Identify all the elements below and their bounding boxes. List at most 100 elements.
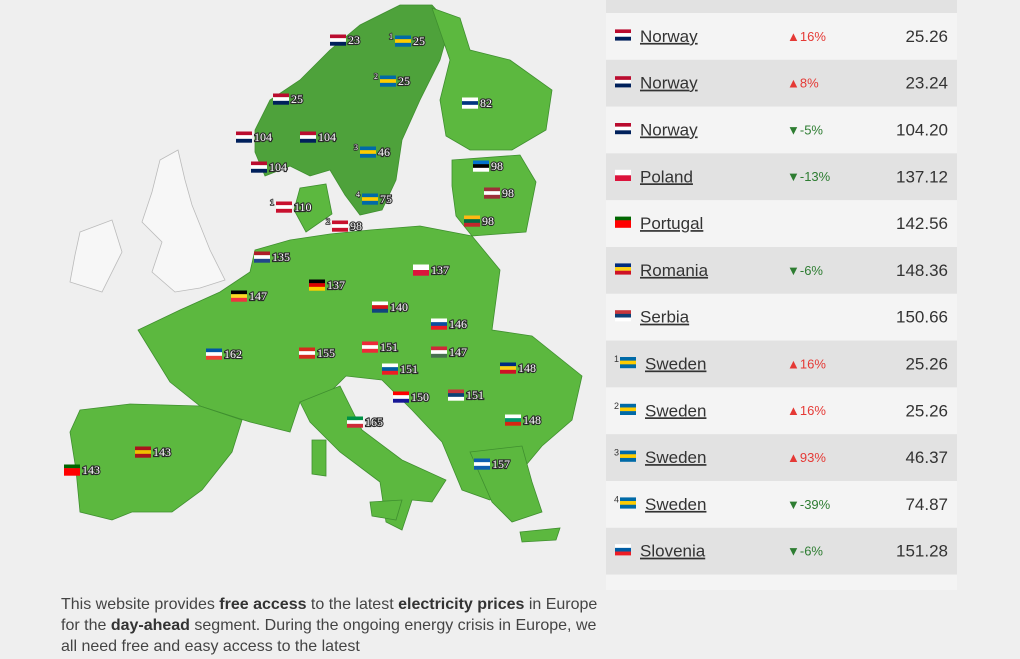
- flag-stripe: [620, 357, 636, 361]
- marker-price: 98: [491, 159, 503, 173]
- country-link[interactable]: Norway: [640, 27, 698, 46]
- flag-stripe: [620, 364, 636, 369]
- flag-stripe: [231, 297, 247, 302]
- flag-stripe: [431, 322, 447, 327]
- flag-stripe: [615, 169, 631, 176]
- flag-stripe: [382, 367, 398, 372]
- flag-stripe: [380, 82, 396, 87]
- flag-stripe: [251, 165, 267, 170]
- price: 74.87: [905, 495, 948, 514]
- marker-price: 137: [431, 263, 449, 277]
- country-link[interactable]: Sweden: [645, 448, 706, 467]
- flag-stripe: [330, 34, 346, 39]
- price-change: ▼-13%: [787, 169, 831, 184]
- country-link[interactable]: Sweden: [645, 495, 706, 514]
- flag-stripe: [273, 93, 289, 98]
- country-link[interactable]: Romania: [640, 261, 709, 280]
- flag-stripe: [347, 420, 363, 425]
- marker-price: 147: [249, 289, 267, 303]
- country-link[interactable]: Portugal: [640, 214, 703, 233]
- flag-stripe: [362, 200, 378, 205]
- flag-stripe: [330, 38, 346, 43]
- map-shapes: [69, 4, 583, 543]
- flag-stripe: [473, 160, 489, 165]
- flag-stripe: [620, 407, 636, 412]
- flag-stripe: [620, 501, 636, 505]
- country-link[interactable]: Sweden: [645, 354, 706, 373]
- country-link[interactable]: Slovenia: [640, 542, 706, 561]
- flag-stripe: [620, 411, 636, 415]
- flag-stripe: [615, 76, 631, 81]
- flag-stripe: [615, 263, 631, 268]
- flag-stripe: [332, 227, 348, 232]
- marker-price: 82: [480, 96, 492, 110]
- country-link[interactable]: Serbia: [640, 308, 690, 327]
- flag-stripe: [448, 389, 464, 394]
- marker-price: 140: [390, 300, 408, 314]
- intro-part: This website provides: [61, 596, 220, 613]
- marker-price: 151: [380, 340, 398, 354]
- marker-price: 98: [482, 214, 494, 228]
- marker-price: 104: [318, 130, 336, 144]
- flag-stripe: [615, 216, 631, 221]
- flag-stripe: [236, 131, 252, 136]
- marker-price: 148: [523, 413, 541, 427]
- flag-stripe: [330, 41, 346, 46]
- marker-price: 104: [254, 130, 272, 144]
- marker-sup: 4: [356, 190, 360, 199]
- flag-stripe: [474, 465, 490, 470]
- row-sup: 4: [614, 494, 619, 504]
- row-sup: 3: [614, 448, 619, 458]
- intro-bold: free access: [219, 596, 307, 613]
- flag-stripe: [413, 270, 429, 276]
- marker-price: 147: [449, 345, 467, 359]
- flag-stripe: [431, 346, 447, 351]
- flag-stripe: [135, 446, 151, 451]
- flag-stripe: [299, 351, 315, 356]
- flag-stripe: [615, 130, 631, 135]
- price: 25.26: [905, 354, 948, 373]
- flag-stripe: [206, 352, 222, 357]
- country-link[interactable]: Norway: [640, 120, 698, 139]
- price-change: ▼-6%: [787, 263, 823, 278]
- flag-stripe: [500, 366, 516, 371]
- flag-stripe: [615, 83, 631, 88]
- price: 25.26: [905, 401, 948, 420]
- flag-stripe: [206, 355, 222, 360]
- price: 25.26: [905, 27, 948, 46]
- flag-stripe: [615, 126, 631, 131]
- flag-stripe: [206, 348, 222, 353]
- price: 148.36: [896, 261, 948, 280]
- flag-stripe: [615, 79, 631, 84]
- flag-stripe: [620, 457, 636, 462]
- flag-stripe: [620, 450, 636, 455]
- price: 104.20: [896, 120, 948, 139]
- intro-part: segment. During the ongoing energy crisi…: [61, 617, 597, 655]
- marker-price: 150: [411, 390, 429, 404]
- flag-stripe: [362, 348, 378, 353]
- price-change: ▲93%: [787, 450, 826, 465]
- flag-stripe: [620, 403, 636, 408]
- flag-stripe: [393, 395, 409, 400]
- row-background: [606, 0, 957, 13]
- country-link[interactable]: Poland: [640, 167, 693, 186]
- country-link[interactable]: Slovakia: [640, 588, 705, 590]
- marker-price: 162: [224, 347, 242, 361]
- flag-stripe: [380, 79, 396, 84]
- country-link[interactable]: Sweden: [645, 401, 706, 420]
- flag-stripe: [474, 462, 490, 467]
- flag-stripe: [332, 220, 348, 225]
- flag-stripe: [431, 350, 447, 355]
- flag-stripe: [360, 146, 376, 151]
- flag-stripe: [276, 205, 292, 210]
- marker-price: 146: [449, 317, 467, 331]
- marker-price: 75: [380, 192, 392, 206]
- flag-stripe: [309, 279, 325, 284]
- flag-stripe: [347, 423, 363, 428]
- flag-stripe: [615, 544, 631, 549]
- marker-sup: 2: [326, 217, 330, 226]
- row-sup: 1: [614, 354, 619, 364]
- country-link[interactable]: Norway: [640, 74, 698, 93]
- flag-stripe: [473, 167, 489, 172]
- flag-stripe: [300, 138, 316, 143]
